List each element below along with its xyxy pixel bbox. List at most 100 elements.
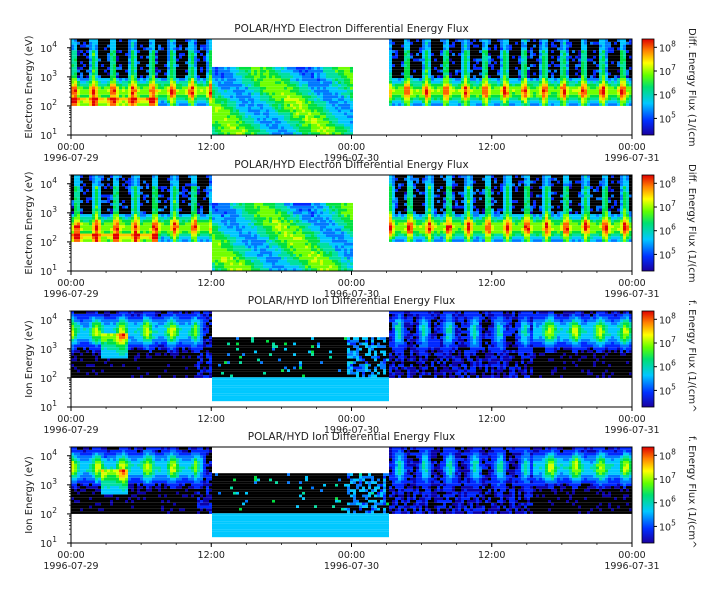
spectrogram-cell	[125, 200, 128, 203]
spectrogram-cell	[146, 95, 149, 98]
spectrogram-cell	[452, 50, 455, 53]
spectrogram-cell	[224, 92, 227, 95]
spectrogram-cell	[398, 98, 401, 101]
spectrogram-cell	[587, 53, 590, 56]
spectrogram-cell	[569, 100, 572, 103]
spectrogram-cell	[275, 107, 278, 110]
spectrogram-cell	[533, 45, 536, 48]
spectrogram-cell	[215, 98, 218, 101]
spectrogram-cell	[278, 109, 281, 112]
spectrogram-cell	[257, 73, 260, 76]
spectrogram-cell	[89, 181, 92, 184]
spectrogram-cell	[134, 59, 137, 62]
spectrogram-cell	[572, 42, 575, 45]
spectrogram-cell	[230, 70, 233, 73]
spectrogram-cell	[80, 192, 83, 195]
spectrogram-cell	[107, 61, 110, 64]
spectrogram-cell	[254, 109, 257, 112]
spectrogram-cell	[149, 231, 152, 234]
spectrogram-cell	[572, 47, 575, 50]
spectrogram-cell	[107, 86, 110, 89]
spectrogram-cell	[431, 53, 434, 56]
spectrogram-cell	[287, 126, 290, 129]
spectrogram-cell	[284, 84, 287, 87]
spectrogram-cell	[488, 59, 491, 62]
spectrogram-cell	[464, 61, 467, 64]
spectrogram-cell	[506, 103, 509, 106]
spectrogram-cell	[584, 50, 587, 53]
spectrogram-cell	[434, 50, 437, 53]
spectrogram-cell	[503, 75, 506, 78]
spectrogram-cell	[185, 50, 188, 53]
spectrogram-cell	[599, 53, 602, 56]
spectrogram-cell	[548, 78, 551, 81]
spectrogram-cell	[335, 92, 338, 95]
spectrogram-cell	[125, 178, 128, 181]
spectrogram-cell	[80, 92, 83, 95]
spectrogram-cell	[299, 112, 302, 115]
spectrogram-cell	[206, 59, 209, 62]
spectrogram-cell	[548, 47, 551, 50]
spectrogram-cell	[125, 220, 128, 223]
spectrogram-cell	[182, 70, 185, 73]
spectrogram-cell	[587, 86, 590, 89]
spectrogram-cell	[350, 104, 353, 107]
spectrogram-cell	[473, 103, 476, 106]
spectrogram-cell	[413, 75, 416, 78]
spectrogram-cell	[239, 101, 242, 104]
spectrogram-cell	[308, 98, 311, 101]
spectrogram-cell	[221, 124, 224, 127]
spectrogram-cell	[293, 87, 296, 90]
spectrogram-cell	[569, 45, 572, 48]
spectrogram-cell	[149, 220, 152, 223]
spectrogram-cell	[224, 87, 227, 90]
spectrogram-cell	[191, 45, 194, 48]
spectrogram-cell	[179, 70, 182, 73]
spectrogram-cell	[128, 239, 131, 242]
spectrogram-cell	[323, 70, 326, 73]
spectrogram-cell	[158, 206, 161, 209]
spectrogram-cell	[299, 73, 302, 76]
spectrogram-cell	[89, 61, 92, 64]
spectrogram-cell	[557, 45, 560, 48]
spectrogram-cell	[581, 92, 584, 95]
spectrogram-cell	[515, 95, 518, 98]
spectrogram-cell	[476, 59, 479, 62]
spectrogram-cell	[506, 95, 509, 98]
spectrogram-cell	[494, 84, 497, 87]
spectrogram-cell	[590, 84, 593, 87]
spectrogram-cell	[395, 84, 398, 87]
spectrogram-cell	[434, 70, 437, 73]
spectrogram-cell	[479, 50, 482, 53]
spectrogram-cell	[146, 100, 149, 103]
spectrogram-cell	[122, 211, 125, 214]
spectrogram-cell	[89, 84, 92, 87]
spectrogram-cell	[338, 101, 341, 104]
spectrogram-cell	[431, 45, 434, 48]
spectrogram-cell	[104, 192, 107, 195]
spectrogram-cell	[89, 239, 92, 242]
spectrogram-cell	[530, 98, 533, 101]
spectrogram-cell	[191, 84, 194, 87]
spectrogram-cell	[329, 90, 332, 93]
spectrogram-cell	[308, 78, 311, 81]
spectrogram-cell	[461, 70, 464, 73]
spectrogram-cell	[551, 100, 554, 103]
spectrogram-cell	[77, 45, 80, 48]
spectrogram-cell	[182, 56, 185, 59]
spectrogram-cell	[515, 81, 518, 84]
spectrogram-cell	[98, 75, 101, 78]
spectrogram-cell	[503, 50, 506, 53]
spectrogram-cell	[410, 92, 413, 95]
spectrogram-cell	[500, 42, 503, 45]
spectrogram-cell	[131, 59, 134, 62]
spectrogram-cell	[164, 50, 167, 53]
spectrogram-cell	[233, 126, 236, 129]
spectrogram-cell	[296, 75, 299, 78]
spectrogram-cell	[617, 100, 620, 103]
spectrogram-cell	[113, 45, 116, 48]
spectrogram-cell	[587, 100, 590, 103]
spectrogram-cell	[611, 56, 614, 59]
spectrogram-cell	[470, 75, 473, 78]
spectrogram-cell	[200, 50, 203, 53]
